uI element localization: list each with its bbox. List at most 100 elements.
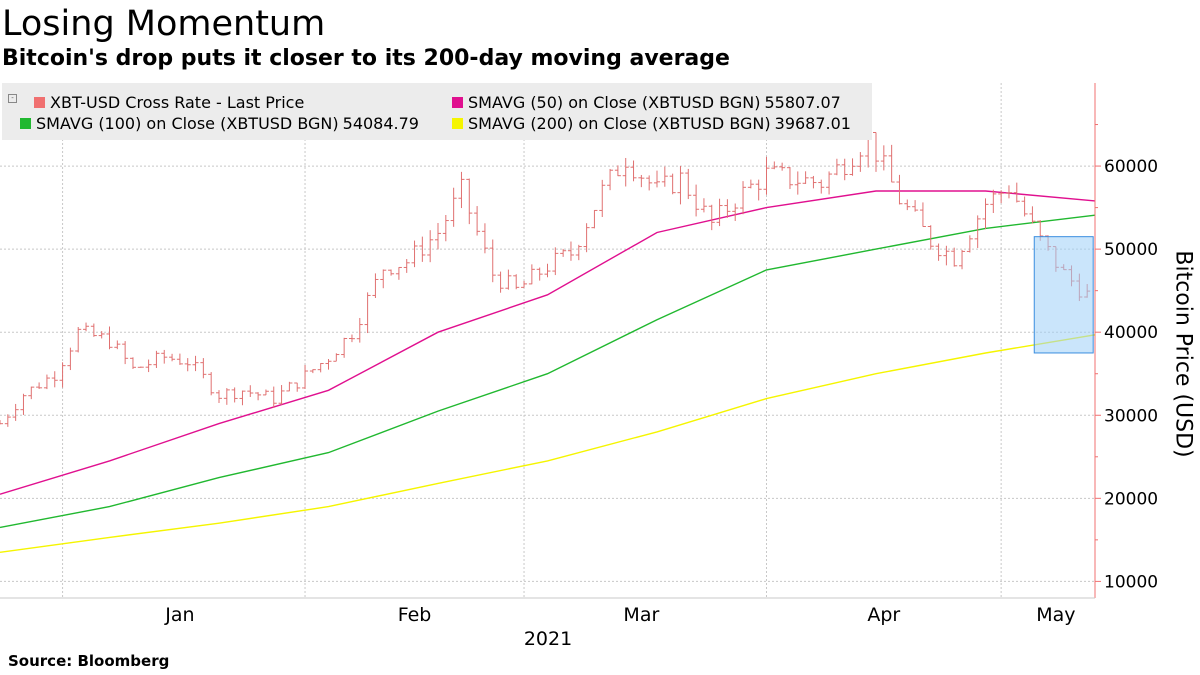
- price-bar: [184, 358, 191, 372]
- price-bar: [497, 271, 504, 293]
- price-bar: [786, 167, 793, 190]
- price-bar: [129, 357, 136, 369]
- price-bar: [802, 171, 809, 184]
- price-bar: [348, 334, 355, 343]
- price-bar: [466, 178, 473, 225]
- price-bar: [153, 350, 160, 368]
- price-bar: [536, 267, 543, 281]
- price-bar: [935, 243, 942, 261]
- price-bar: [849, 158, 856, 176]
- price-bar: [231, 387, 238, 403]
- price-bar: [114, 340, 121, 350]
- series-line-sma200: [0, 334, 1096, 553]
- price-bar: [638, 174, 645, 188]
- legend: XBT-USD Cross Rate - Last Price SMAVG (5…: [2, 83, 872, 140]
- price-bar: [708, 204, 715, 231]
- price-bar: [888, 144, 895, 183]
- price-bar: [137, 366, 144, 368]
- price-bar: [122, 341, 129, 365]
- legend-value-sma50: 55807.07: [764, 93, 841, 112]
- price-bar: [458, 171, 465, 209]
- y-axis-label: Bitcoin Price (USD): [1170, 250, 1196, 458]
- price-bar: [763, 156, 770, 195]
- price-bar: [599, 179, 606, 217]
- price-bar: [575, 244, 582, 261]
- price-bar: [560, 248, 567, 257]
- price-bar: [951, 247, 958, 267]
- chart-subtitle: Bitcoin's drop puts it closer to its 200…: [2, 46, 730, 71]
- price-bar: [192, 355, 199, 372]
- price-bar: [779, 162, 786, 171]
- price-bar: [622, 157, 629, 187]
- price-bar: [317, 363, 324, 373]
- price-bar: [106, 326, 113, 350]
- price-bar: [59, 362, 66, 388]
- price-bar: [654, 170, 660, 188]
- price-bar: [927, 225, 934, 250]
- price-bar: [583, 223, 590, 253]
- price-bar: [700, 198, 707, 213]
- price-bar: [419, 236, 426, 262]
- price-bar: [20, 393, 27, 415]
- price-bar: [176, 353, 183, 365]
- y-tick-label: 40000: [1104, 323, 1158, 343]
- price-bar: [661, 166, 668, 187]
- price-bar: [998, 190, 1005, 204]
- price-bar: [286, 381, 293, 392]
- price-bar: [4, 414, 11, 427]
- price-bar: [896, 174, 903, 205]
- price-bar: [740, 181, 747, 215]
- price-bar: [771, 161, 778, 170]
- price-bar: [513, 274, 520, 290]
- price-bar: [959, 249, 966, 270]
- price-bar: [990, 189, 997, 213]
- price-bar: [716, 198, 723, 227]
- price-bar: [51, 371, 58, 388]
- x-axis-year-label: 2021: [524, 628, 572, 650]
- price-bar: [294, 382, 301, 392]
- price-bar: [880, 145, 887, 171]
- legend-label-sma50: SMAVG (50) on Close (XBTUSD BGN): [468, 93, 761, 112]
- price-bar: [75, 327, 82, 353]
- legend-swatch-sma50: [452, 97, 463, 108]
- price-bar: [630, 160, 637, 182]
- price-bar: [833, 158, 840, 176]
- price-bar: [732, 203, 739, 221]
- price-bar: [544, 263, 551, 278]
- price-bar: [36, 382, 43, 389]
- price-bar: [388, 269, 395, 276]
- price-bar: [669, 173, 676, 195]
- legend-value-sma100: 54084.79: [342, 114, 419, 133]
- legend-label-sma200: SMAVG (200) on Close (XBTUSD BGN): [468, 114, 771, 133]
- price-bar: [567, 241, 574, 261]
- price-bar: [270, 386, 277, 408]
- price-bar: [161, 349, 168, 364]
- legend-collapse-icon[interactable]: -: [8, 94, 17, 103]
- price-bar: [223, 388, 230, 405]
- price-bar: [380, 269, 387, 289]
- price-bar: [169, 353, 176, 362]
- price-bar: [755, 179, 762, 201]
- price-bar: [83, 322, 90, 332]
- source-note: Source: Bloomberg: [8, 652, 170, 670]
- price-bar: [591, 209, 598, 229]
- price-bar: [818, 179, 825, 194]
- price-bar: [395, 266, 402, 280]
- x-axis: Jan Feb Mar Apr May 2021: [0, 597, 1095, 650]
- price-bar: [145, 359, 152, 373]
- highlight-box: [1033, 236, 1094, 354]
- price-bar: [904, 199, 911, 211]
- price-bar: [372, 273, 379, 298]
- price-bar: [489, 239, 496, 283]
- price-bar: [1029, 206, 1036, 224]
- price-bar: [411, 240, 418, 268]
- legend-swatch-sma200: [452, 118, 463, 129]
- price-bar: [200, 358, 207, 379]
- price-bar: [1021, 196, 1028, 217]
- y-tick-label: 10000: [1104, 572, 1158, 592]
- price-bar: [43, 374, 50, 390]
- price-bar: [747, 179, 754, 189]
- price-bar: [794, 171, 801, 195]
- price-bar: [255, 392, 262, 401]
- price-bar: [873, 131, 879, 172]
